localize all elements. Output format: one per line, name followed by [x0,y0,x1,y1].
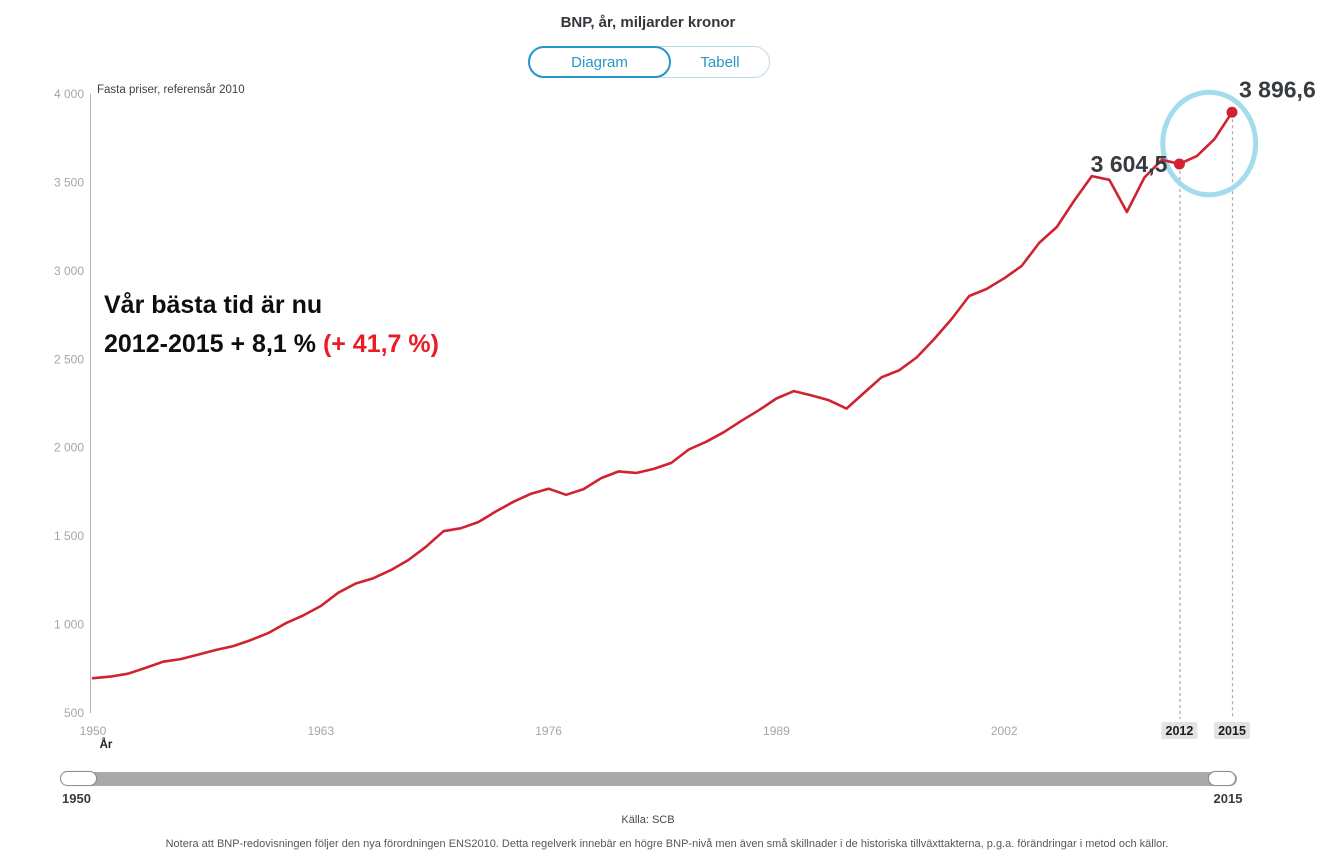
page-title: BNP, år, miljarder kronor [560,14,736,31]
bnp-data-line [91,111,1234,680]
y-tick-label: 1 000 [54,618,84,632]
data-point-value-label: 3 896,6 [1239,76,1316,102]
y-tick-label: 500 [64,706,84,720]
slider-handle-right[interactable] [1208,771,1236,786]
annotation-line2-highlight: (+ 41,7 %) [322,330,439,358]
highlighted-tick-label: 2012 [1166,724,1194,738]
x-tick-label: 1963 [307,724,334,738]
x-tick-label: 1950 [80,724,107,738]
source-label: Källa: SCB [621,814,675,826]
annotation-line1: Vår bästa tid är nu [104,291,323,319]
x-axis-unit-label: År [99,739,113,751]
circle-annotation [1160,89,1259,198]
annotation-line2-black: 2012-2015 + 8,1 % [104,330,316,358]
annotation-line2: 2012-2015 + 8,1 % (+ 41,7 %) [104,325,439,364]
text-annotation: Vår bästa tid är nu 2012-2015 + 8,1 % (+… [104,286,439,364]
tab-tabell[interactable]: Tabell [671,47,769,77]
y-tick-label: 1 500 [54,529,84,543]
data-point-value-label: 3 604,5 [1091,151,1168,177]
y-tick-label: 3 000 [54,264,84,278]
data-point-marker [1226,106,1238,118]
x-tick-label: 2002 [991,724,1018,738]
x-tick-label: 1989 [763,724,790,738]
highlighted-tick-label: 2015 [1218,724,1246,738]
footnote: Notera att BNP-redovisningen följer den … [165,838,1169,850]
y-tick-label: 3 500 [54,175,84,189]
view-toggle: Diagram Tabell [528,46,770,78]
data-point-marker [1173,158,1185,170]
y-tick-label: 2 500 [54,352,84,366]
highlighted-tick-box [1161,722,1198,739]
slider-handle-left[interactable] [60,771,97,786]
x-tick-label: 1976 [535,724,562,738]
highlighted-tick-box [1214,722,1250,739]
slider-min-label: 1950 [62,791,91,806]
y-tick-label: 4 000 [54,87,84,101]
slider-track[interactable] [62,772,1237,786]
chart-subtitle: Fasta priser, referensår 2010 [97,84,245,96]
tab-diagram[interactable]: Diagram [528,46,671,78]
slider-max-label: 2015 [1213,791,1243,806]
y-tick-label: 2 000 [54,441,84,455]
